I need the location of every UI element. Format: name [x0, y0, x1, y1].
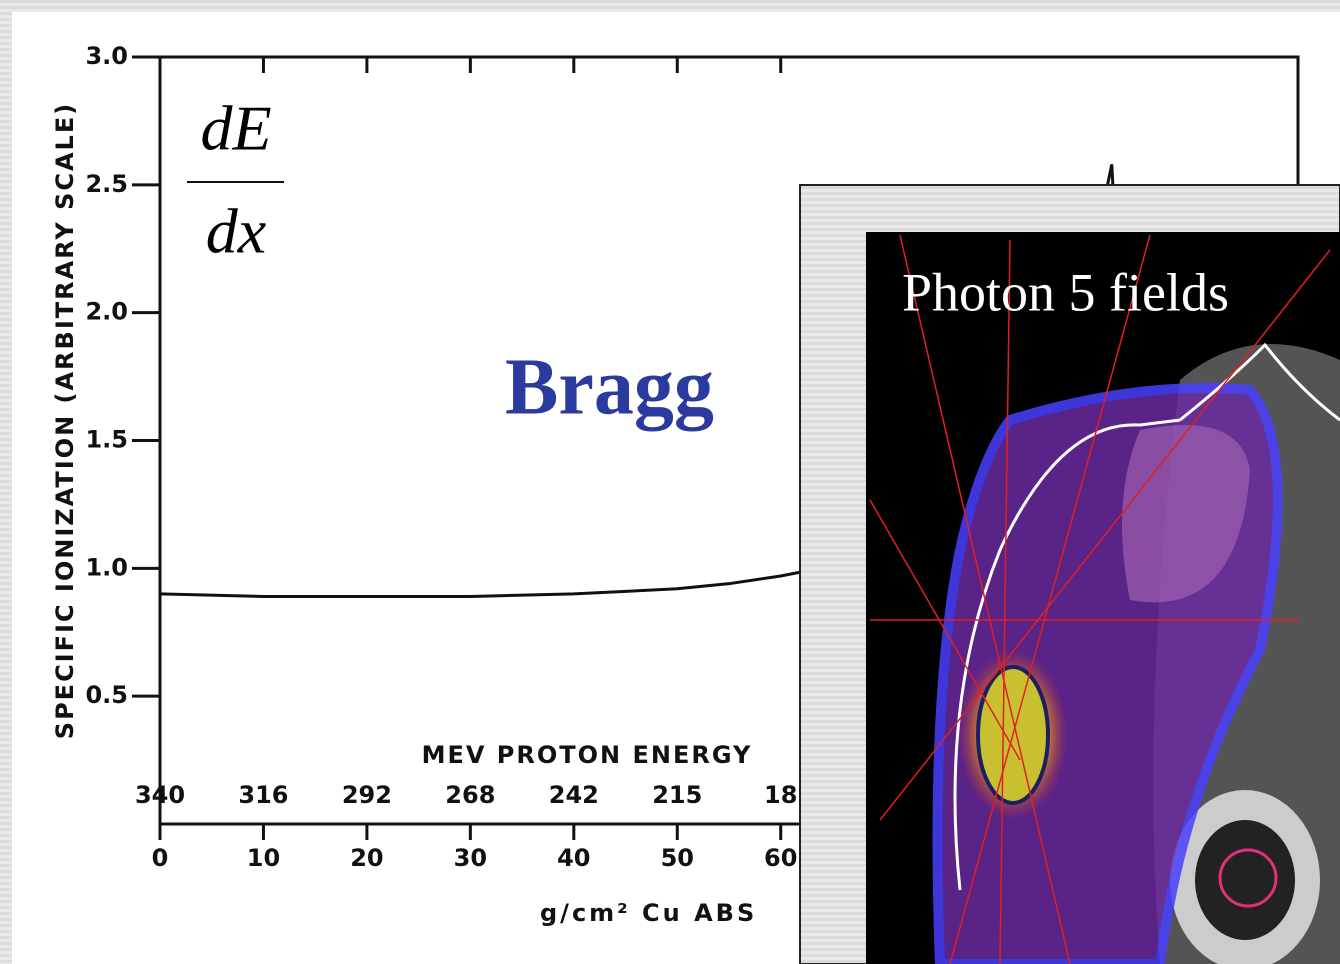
formula-denominator: dx	[206, 196, 266, 267]
x-tick-label: 60	[764, 844, 797, 872]
energy-label: 316	[238, 781, 288, 809]
y-tick-label: 1.0	[85, 553, 128, 581]
page: 0.5 1.0 1.5 2.0 2.5 3.0 0 10 20 30 40 50 60 340 316 292…	[0, 0, 1340, 964]
energy-label: 340	[135, 781, 185, 809]
x-tick-label: 0	[152, 844, 169, 872]
y-label: SPECIFIC IONIZATION (ARBITRARY SCALE)	[51, 102, 79, 739]
slide-title: Bragg	[505, 343, 714, 431]
x-label: g/cm² Cu ABS	[540, 899, 757, 927]
anatomy	[1195, 820, 1295, 940]
slide: 0.5 1.0 1.5 2.0 2.5 3.0 0 10 20 30 40 50 60 340 316 292…	[0, 0, 1340, 964]
inset-caption: Photon 5 fields	[902, 262, 1229, 322]
x-tick-label: 40	[557, 844, 590, 872]
energy-label: 242	[549, 781, 599, 809]
secondary-x-label: MEV PROTON ENERGY	[422, 741, 753, 769]
x-tick-label: 20	[350, 844, 383, 872]
y-tick-label: 0.5	[85, 681, 128, 709]
formula-numerator: dE	[200, 93, 271, 164]
inset: Photon 5 fields	[800, 185, 1340, 964]
energy-label: 268	[445, 781, 495, 809]
y-tick-label: 2.5	[85, 170, 128, 198]
energy-label: 292	[342, 781, 392, 809]
x-tick-label: 10	[247, 844, 280, 872]
x-tick-label: 50	[661, 844, 694, 872]
energy-label: 18	[764, 781, 797, 809]
y-tick-label: 1.5	[85, 426, 128, 454]
x-tick-label: 30	[454, 844, 487, 872]
energy-label: 215	[652, 781, 702, 809]
y-tick-label: 3.0	[85, 42, 128, 70]
y-tick-label: 2.0	[85, 298, 128, 326]
